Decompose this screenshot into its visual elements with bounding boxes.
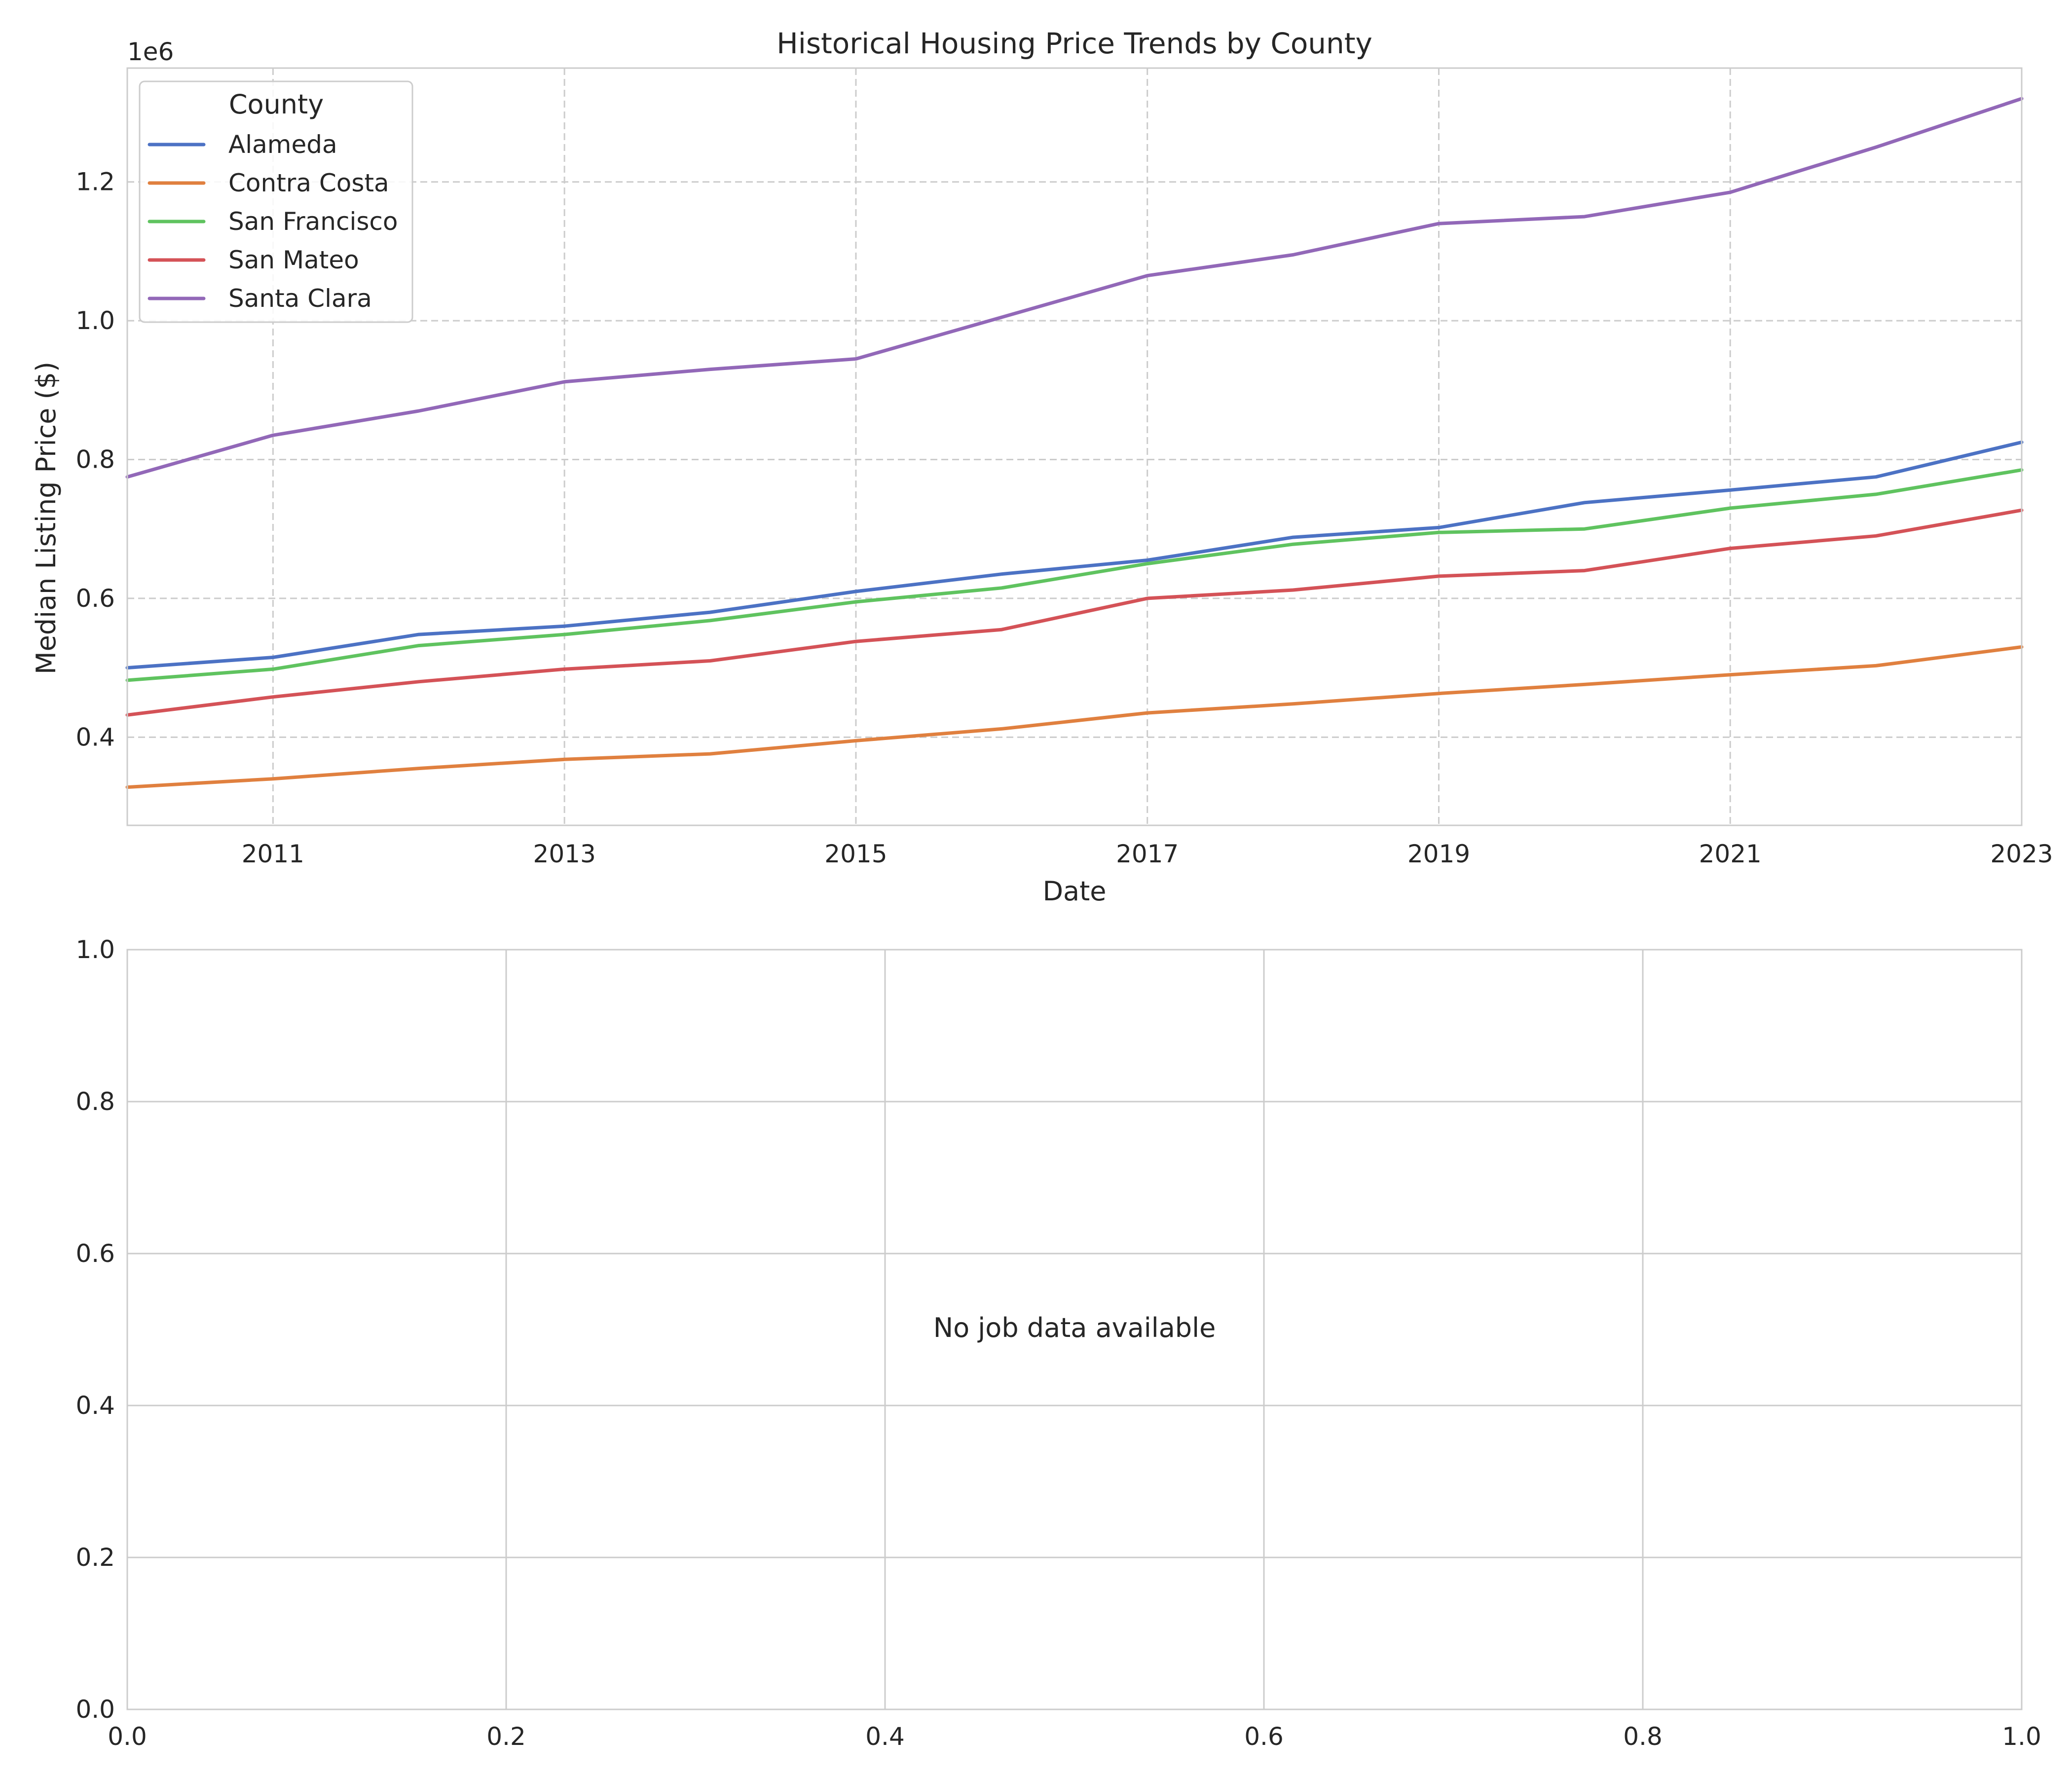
y-offset-text: 1e6	[127, 37, 174, 66]
x-tick-label: 0.2	[486, 1722, 526, 1751]
y-tick-label: 0.8	[75, 1087, 115, 1116]
x-tick-label: 2023	[1990, 840, 2053, 868]
plot-area	[127, 950, 2022, 1709]
y-tick-label: 0.6	[75, 1239, 115, 1268]
legend: County Alameda Contra Costa San Francisco S…	[139, 80, 413, 323]
y-tick-labels: 0.4 0.6 0.8 1.0 1.2	[75, 168, 115, 752]
legend-label: San Mateo	[228, 246, 359, 274]
x-tick-labels: 2011 2013 2015 2017 2019 2021 2023	[242, 840, 2053, 868]
y-tick-label: 0.4	[75, 723, 115, 751]
y-tick-label: 0.6	[75, 584, 115, 613]
legend-item: San Mateo	[148, 246, 359, 274]
plot-frame	[126, 67, 2023, 826]
plot-frame	[126, 949, 2023, 1710]
series-lines	[125, 97, 2024, 789]
series-line-san-mateo	[125, 508, 2024, 717]
grid-lines	[127, 950, 2022, 1709]
legend-label: Santa Clara	[228, 284, 372, 313]
x-tick-label: 0.0	[108, 1722, 147, 1751]
x-tick-label: 2011	[242, 840, 304, 868]
legend-item: Alameda	[148, 130, 337, 159]
x-tick-label: 0.4	[865, 1722, 905, 1751]
y-tick-label: 1.0	[75, 935, 115, 964]
series-line-contra-costa	[125, 645, 2024, 789]
legend-item: San Francisco	[148, 207, 398, 236]
job-data-chart: 0.0 0.2 0.4 0.6 0.8 1.0 0.0 0.2 0.4 0.6 0.8 1.0 No…	[75, 935, 2041, 1751]
x-tick-label: 2013	[533, 840, 596, 868]
x-tick-label: 2019	[1407, 840, 1470, 868]
x-tick-label: 2021	[1699, 840, 1762, 868]
x-tick-label: 1.0	[2002, 1722, 2041, 1751]
y-tick-label: 0.2	[75, 1543, 115, 1572]
legend-item: Contra Costa	[148, 169, 389, 197]
x-tick-label: 0.8	[1623, 1722, 1663, 1751]
y-tick-label: 1.2	[75, 168, 115, 196]
no-data-annotation: No job data available	[933, 1312, 1216, 1343]
y-tick-labels: 0.0 0.2 0.4 0.6 0.8 1.0	[75, 935, 115, 1724]
y-axis-label: Median Listing Price ($)	[31, 362, 62, 674]
x-tick-label: 2017	[1116, 840, 1179, 868]
x-axis-label: Date	[1042, 876, 1106, 907]
chart-title: Historical Housing Price Trends by Count…	[777, 27, 1372, 60]
legend-label: Alameda	[228, 130, 337, 159]
housing-price-chart: 2011 2013 2015 2017 2019 2021 2023 0.4 0.6 0.8 1.…	[31, 27, 2053, 907]
x-tick-label: 0.6	[1244, 1722, 1284, 1751]
legend-item: Santa Clara	[148, 284, 372, 313]
legend-box	[139, 80, 413, 323]
series-line-alameda	[125, 440, 2024, 670]
legend-entries: Alameda Contra Costa San Francisco San Mate…	[148, 130, 398, 313]
legend-label: Contra Costa	[228, 169, 389, 197]
series-line-santa-clara	[125, 97, 2024, 479]
plot-area	[127, 68, 2022, 825]
x-tick-label: 2015	[824, 840, 887, 868]
y-tick-label: 0.4	[75, 1391, 115, 1420]
y-tick-label: 0.0	[75, 1695, 115, 1724]
series-line-san-francisco	[125, 468, 2024, 682]
y-tick-label: 0.8	[75, 445, 115, 474]
y-tick-label: 1.0	[75, 306, 115, 335]
legend-label: San Francisco	[228, 207, 398, 236]
grid-lines	[127, 68, 2022, 825]
x-tick-labels: 0.0 0.2 0.4 0.6 0.8 1.0	[108, 1722, 2041, 1751]
legend-title: County	[229, 89, 324, 120]
